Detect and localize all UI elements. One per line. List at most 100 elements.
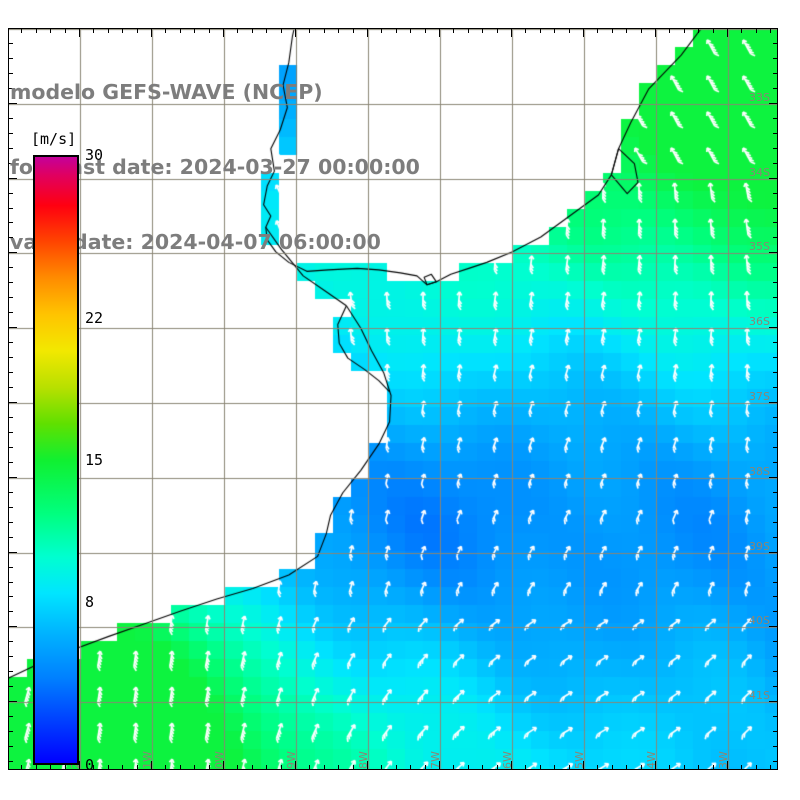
tick-mark bbox=[773, 492, 778, 493]
tick-mark bbox=[36, 765, 37, 770]
colorbar-tick-label: 30 bbox=[85, 146, 104, 164]
tick-mark bbox=[773, 163, 778, 164]
longitude-label: 58W bbox=[357, 751, 370, 770]
tick-mark bbox=[773, 342, 778, 343]
longitude-label: 54W bbox=[645, 751, 658, 770]
tick-mark bbox=[8, 297, 13, 298]
tick-mark bbox=[180, 28, 181, 33]
tick-mark bbox=[252, 765, 253, 770]
tick-mark bbox=[8, 626, 17, 627]
longitude-label: 60W bbox=[213, 751, 226, 770]
tick-mark bbox=[425, 765, 426, 770]
tick-mark bbox=[773, 237, 778, 238]
tick-mark bbox=[612, 28, 613, 33]
tick-mark bbox=[324, 765, 325, 770]
tick-mark bbox=[8, 582, 13, 583]
tick-mark bbox=[8, 387, 13, 388]
tick-mark bbox=[773, 567, 778, 568]
tick-mark bbox=[8, 28, 17, 29]
tick-mark bbox=[769, 252, 778, 253]
tick-mark bbox=[773, 133, 778, 134]
tick-mark bbox=[698, 765, 699, 770]
tick-mark bbox=[8, 267, 13, 268]
longitude-label: 56W bbox=[501, 751, 514, 770]
colorbar-tick-label: 0 bbox=[85, 756, 95, 774]
tick-mark bbox=[194, 28, 195, 33]
tick-mark bbox=[756, 765, 757, 770]
tick-mark bbox=[50, 765, 51, 770]
tick-mark bbox=[727, 28, 728, 37]
tick-mark bbox=[8, 402, 17, 403]
tick-mark bbox=[8, 133, 13, 134]
tick-mark bbox=[439, 28, 440, 37]
tick-mark bbox=[8, 552, 17, 553]
tick-mark bbox=[773, 761, 778, 762]
tick-mark bbox=[194, 765, 195, 770]
latitude-label: 39S bbox=[749, 539, 770, 553]
tick-mark bbox=[8, 312, 13, 313]
colorbar-unit-label: [m/s] bbox=[31, 130, 77, 148]
tick-mark bbox=[8, 671, 13, 672]
latitude-label: 33S bbox=[749, 90, 770, 104]
tick-mark bbox=[108, 28, 109, 33]
tick-mark bbox=[597, 765, 598, 770]
tick-mark bbox=[773, 193, 778, 194]
tick-mark bbox=[8, 761, 13, 762]
graticule-grid bbox=[9, 29, 777, 769]
tick-mark bbox=[769, 178, 778, 179]
tick-mark bbox=[21, 765, 22, 770]
tick-mark bbox=[8, 73, 13, 74]
tick-mark bbox=[684, 765, 685, 770]
tick-mark bbox=[569, 28, 570, 33]
tick-mark bbox=[93, 765, 94, 770]
tick-mark bbox=[8, 641, 13, 642]
tick-mark bbox=[122, 765, 123, 770]
tick-mark bbox=[8, 701, 17, 702]
tick-mark bbox=[8, 208, 13, 209]
tick-mark bbox=[773, 43, 778, 44]
tick-mark bbox=[8, 432, 13, 433]
tick-mark bbox=[597, 28, 598, 33]
tick-mark bbox=[8, 357, 13, 358]
tick-mark bbox=[8, 103, 17, 104]
tick-mark bbox=[769, 327, 778, 328]
tick-mark bbox=[79, 28, 80, 37]
tick-mark bbox=[769, 552, 778, 553]
tick-mark bbox=[21, 28, 22, 33]
tick-mark bbox=[773, 312, 778, 313]
tick-mark bbox=[773, 462, 778, 463]
tick-mark bbox=[773, 372, 778, 373]
tick-mark bbox=[773, 417, 778, 418]
tick-mark bbox=[468, 28, 469, 33]
tick-mark bbox=[8, 193, 13, 194]
tick-mark bbox=[93, 28, 94, 33]
tick-mark bbox=[773, 58, 778, 59]
tick-mark bbox=[540, 765, 541, 770]
tick-mark bbox=[641, 28, 642, 33]
tick-mark bbox=[713, 28, 714, 33]
tick-mark bbox=[773, 611, 778, 612]
tick-mark bbox=[554, 765, 555, 770]
tick-mark bbox=[353, 765, 354, 770]
tick-mark bbox=[8, 686, 13, 687]
title-valid-date: valid date: 2024-04-07 06:00:00 bbox=[10, 230, 381, 254]
tick-mark bbox=[453, 28, 454, 33]
tick-mark bbox=[8, 327, 17, 328]
tick-mark bbox=[773, 686, 778, 687]
tick-mark bbox=[8, 88, 13, 89]
tick-mark bbox=[8, 611, 13, 612]
tick-mark bbox=[381, 28, 382, 33]
tick-mark bbox=[769, 402, 778, 403]
tick-mark bbox=[439, 761, 440, 770]
tick-mark bbox=[511, 28, 512, 37]
tick-mark bbox=[773, 537, 778, 538]
tick-mark bbox=[8, 417, 13, 418]
tick-mark bbox=[209, 765, 210, 770]
tick-mark bbox=[482, 28, 483, 33]
latitude-label: 34S bbox=[749, 165, 770, 179]
tick-mark bbox=[8, 746, 13, 747]
colorbar-gradient bbox=[33, 155, 79, 765]
longitude-label: 57W bbox=[429, 751, 442, 770]
tick-mark bbox=[8, 282, 13, 283]
